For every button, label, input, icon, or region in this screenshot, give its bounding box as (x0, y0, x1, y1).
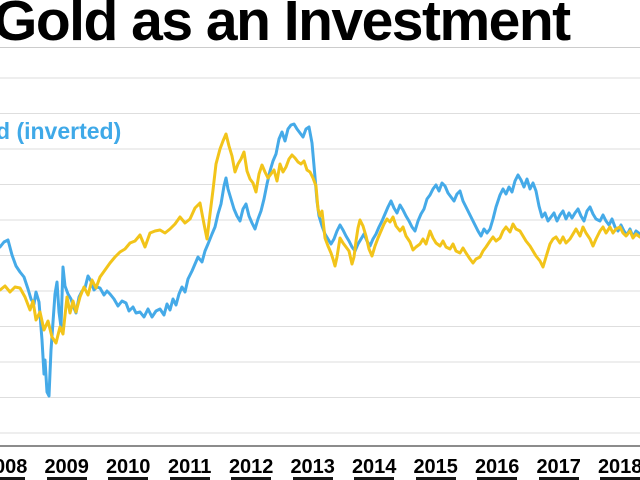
legend-label-inverted-yield: d (inverted) (0, 118, 122, 144)
x-tick-label-2010: 2010 (105, 456, 151, 478)
cropped-label-mark (415, 477, 456, 480)
cropped-label-mark (0, 477, 26, 480)
x-tick-label-2017: 2017 (536, 456, 581, 478)
cropped-label-mark (538, 477, 579, 480)
chart-title: Gold as an Investment (0, 0, 571, 53)
cropped-label-mark (108, 477, 149, 480)
x-tick-label-2016: 2016 (474, 456, 520, 478)
cropped-label-mark (354, 477, 395, 480)
cropped-label-mark (600, 477, 640, 480)
cropped-label-mark (477, 477, 518, 480)
x-tick-label-2018: 2018 (597, 456, 640, 478)
cropped-label-mark (231, 477, 272, 480)
x-tick-label-2009: 2009 (44, 456, 89, 478)
gold-yellow-line (0, 132, 640, 345)
x-tick-label-2015: 2015 (413, 456, 458, 478)
x-tick-label-2008: 2008 (0, 456, 28, 478)
title-divider (0, 47, 640, 48)
x-tick-label-2011: 2011 (167, 456, 212, 478)
cropped-label-mark (292, 477, 333, 480)
cropped-label-mark (169, 477, 210, 480)
x-tick-label-2013: 2013 (290, 456, 335, 478)
cropped-label-mark (46, 477, 87, 480)
x-tick-label-2012: 2012 (228, 456, 274, 478)
x-tick-label-2014: 2014 (351, 456, 397, 478)
